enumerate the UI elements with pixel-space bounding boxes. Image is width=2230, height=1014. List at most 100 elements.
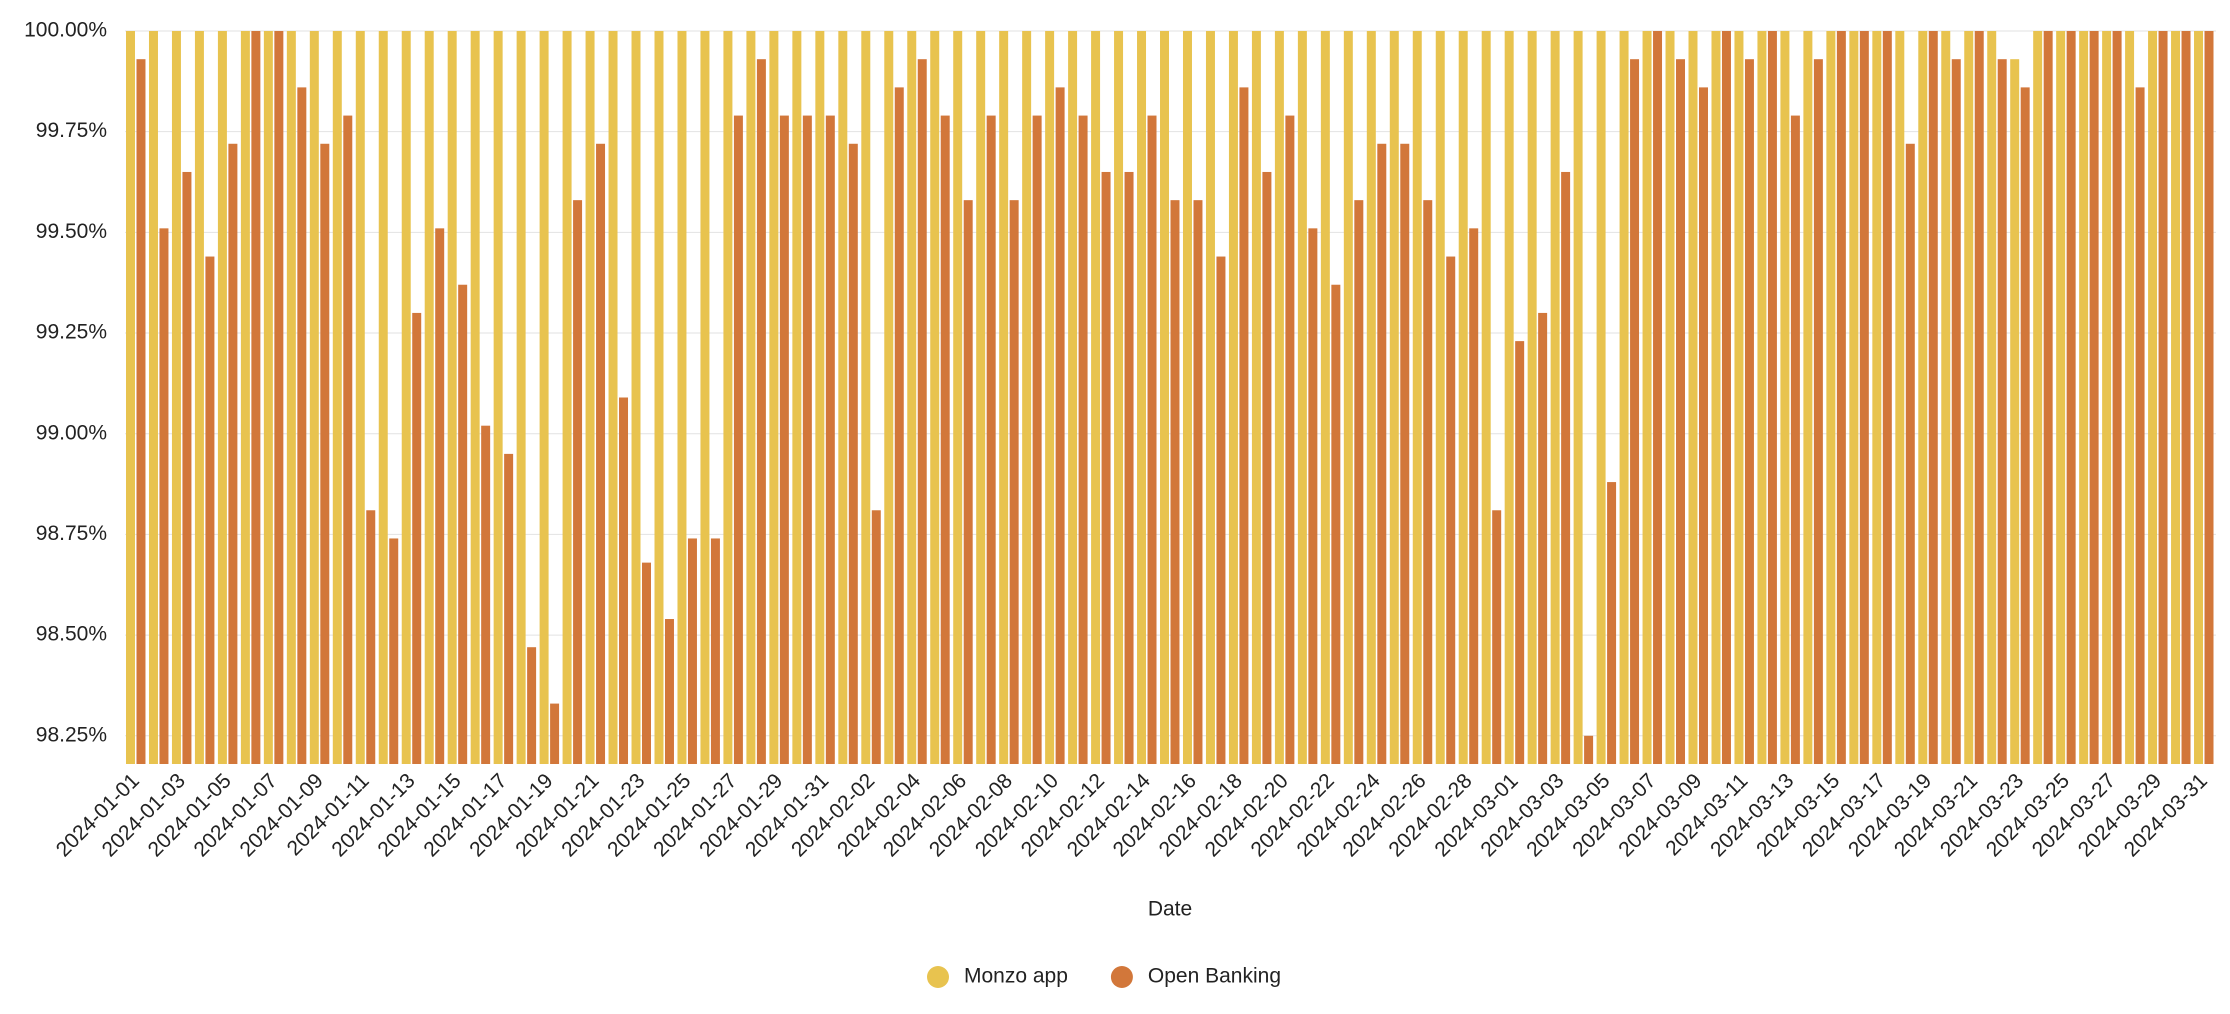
y-tick-label: 100.00%	[24, 19, 107, 42]
bar	[1091, 31, 1101, 764]
bar	[2135, 87, 2145, 764]
bar	[1389, 31, 1399, 764]
bar	[401, 31, 411, 764]
bar	[2033, 31, 2043, 764]
bar	[1561, 171, 1571, 764]
bar	[1711, 31, 1721, 764]
bar	[148, 31, 158, 764]
bar	[1481, 31, 1491, 764]
bar	[953, 31, 963, 764]
bar	[815, 31, 825, 764]
bar	[194, 31, 204, 764]
bar	[884, 31, 894, 764]
bar	[585, 31, 595, 764]
bar	[1262, 171, 1272, 764]
bar	[1918, 31, 1928, 764]
bar	[2079, 31, 2089, 764]
bar	[1032, 115, 1042, 765]
bar	[871, 510, 881, 764]
bar	[1182, 31, 1192, 764]
bar	[1688, 31, 1698, 764]
bar	[1721, 31, 1731, 764]
bar	[1836, 31, 1846, 764]
bar	[930, 31, 940, 764]
bar	[596, 143, 606, 764]
bar	[1308, 228, 1318, 764]
bar	[907, 31, 917, 764]
bar	[1078, 115, 1088, 765]
bar	[1941, 31, 1951, 764]
bar	[378, 31, 388, 764]
bar	[263, 31, 273, 764]
bar	[608, 31, 618, 764]
bar	[2010, 59, 2020, 764]
bar	[136, 59, 146, 764]
bar	[355, 31, 365, 764]
bar	[917, 59, 927, 764]
bar	[1274, 31, 1284, 764]
bar	[332, 31, 342, 764]
bar	[963, 200, 973, 765]
bar	[1882, 31, 1892, 764]
bar	[1492, 510, 1502, 764]
bar	[642, 562, 651, 764]
bar	[159, 228, 169, 764]
bar	[687, 538, 697, 764]
bar	[573, 200, 583, 765]
bar	[1228, 31, 1238, 764]
bar	[2148, 31, 2158, 764]
bar	[677, 31, 687, 764]
bar	[1780, 31, 1790, 764]
bar	[1653, 31, 1663, 764]
y-tick-label: 98.50%	[36, 623, 107, 646]
bar	[2020, 87, 2030, 764]
bar	[848, 143, 858, 764]
bar	[1124, 171, 1134, 764]
bar	[1584, 735, 1594, 764]
bar	[1527, 31, 1537, 764]
bar	[1607, 482, 1617, 764]
bar	[1377, 143, 1387, 764]
bar	[1504, 31, 1514, 764]
bar	[1045, 31, 1055, 764]
legend-label: Monzo app	[964, 965, 1068, 988]
y-tick-label: 99.25%	[36, 321, 107, 344]
bar	[1423, 200, 1433, 765]
y-tick-label: 99.00%	[36, 421, 107, 444]
bar	[1160, 31, 1169, 764]
bar	[2125, 31, 2135, 764]
bar	[1790, 115, 1800, 765]
bar	[217, 31, 227, 764]
bar	[435, 228, 445, 764]
bar	[733, 115, 743, 765]
bar	[1826, 31, 1836, 764]
bar	[700, 31, 710, 764]
bar	[664, 619, 674, 764]
y-tick-label: 99.75%	[36, 119, 107, 142]
bar	[251, 31, 261, 764]
bar	[1009, 200, 1019, 765]
bar	[999, 31, 1009, 764]
bar	[1101, 171, 1111, 764]
bar	[2043, 31, 2053, 764]
bar	[631, 31, 641, 764]
bar	[1216, 256, 1226, 764]
bar	[654, 31, 664, 764]
bar	[539, 31, 549, 764]
bar	[1068, 31, 1078, 764]
bar	[1331, 284, 1341, 764]
bar	[1974, 31, 1984, 764]
bar	[976, 31, 986, 764]
bar	[802, 115, 812, 765]
bar	[1951, 59, 1961, 764]
bar	[2089, 31, 2099, 764]
bar	[1366, 31, 1376, 764]
legend-label: Open Banking	[1148, 965, 1281, 988]
bar	[1193, 200, 1203, 765]
bar	[366, 510, 376, 764]
bar	[1928, 31, 1938, 764]
y-tick-label: 98.75%	[36, 522, 107, 545]
bar	[710, 538, 720, 764]
bar	[1055, 87, 1065, 764]
bar	[550, 703, 560, 764]
